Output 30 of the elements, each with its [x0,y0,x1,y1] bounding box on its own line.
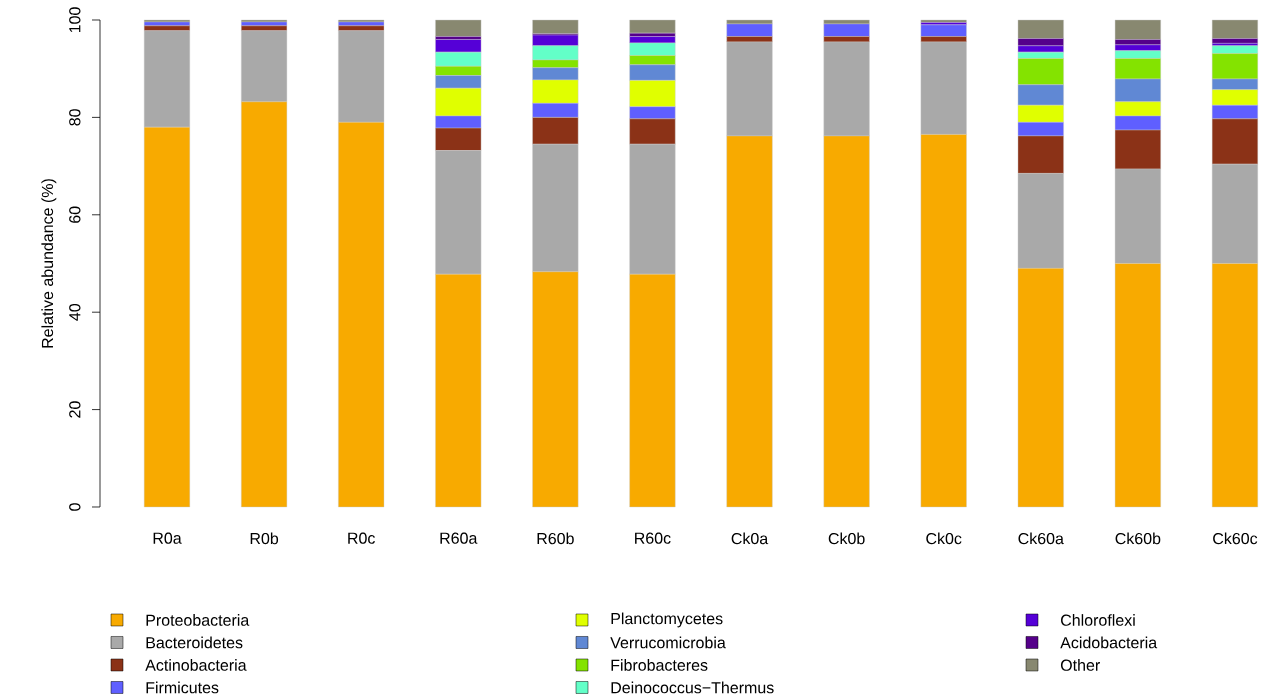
y-tick-label: 80 [69,109,81,126]
y-tick-label: 20 [69,401,81,418]
legend-label: Firmicutes [146,681,219,694]
y-tick-label: 0 [69,503,81,511]
x-tick-label: Ck0c [926,532,962,545]
x-tick-label: R0a [153,532,182,544]
legend-label: Other [1060,659,1100,671]
x-tick-label: Ck0b [828,532,865,545]
y-tick-label: 60 [69,206,81,223]
y-tick-label: 100 [69,7,81,33]
x-tick-label: Ck60b [1115,532,1161,545]
legend-label: Deinococcus−Thermus [611,681,774,694]
legend-label: Actinobacteria [145,659,247,671]
legend-label: Fibrobacteres [611,659,708,671]
legend-label: Verrucomicrobia [610,636,726,649]
legend-label: Proteobacteria [146,614,250,626]
x-tick-label: Ck60a [1018,532,1064,545]
legend-label: Acidobacteria [1060,636,1158,649]
x-tick-label: Ck60c [1213,532,1258,545]
y-axis-title: Relative abundance (%) [41,179,57,348]
x-tick-label: R0c [348,532,375,544]
y-tick-label: 40 [69,303,81,321]
legend-label: Bacteroidetes [146,636,243,649]
x-tick-label: R0b [250,532,279,545]
x-tick-label: R60b [537,532,574,545]
legend-label: Planctomycetes [611,612,723,628]
x-tick-label: Ck0a [731,532,769,545]
x-tick-label: R60a [440,532,478,544]
legend-label: Chloroflexi [1061,614,1135,626]
x-tick-label: R60c [635,532,671,544]
